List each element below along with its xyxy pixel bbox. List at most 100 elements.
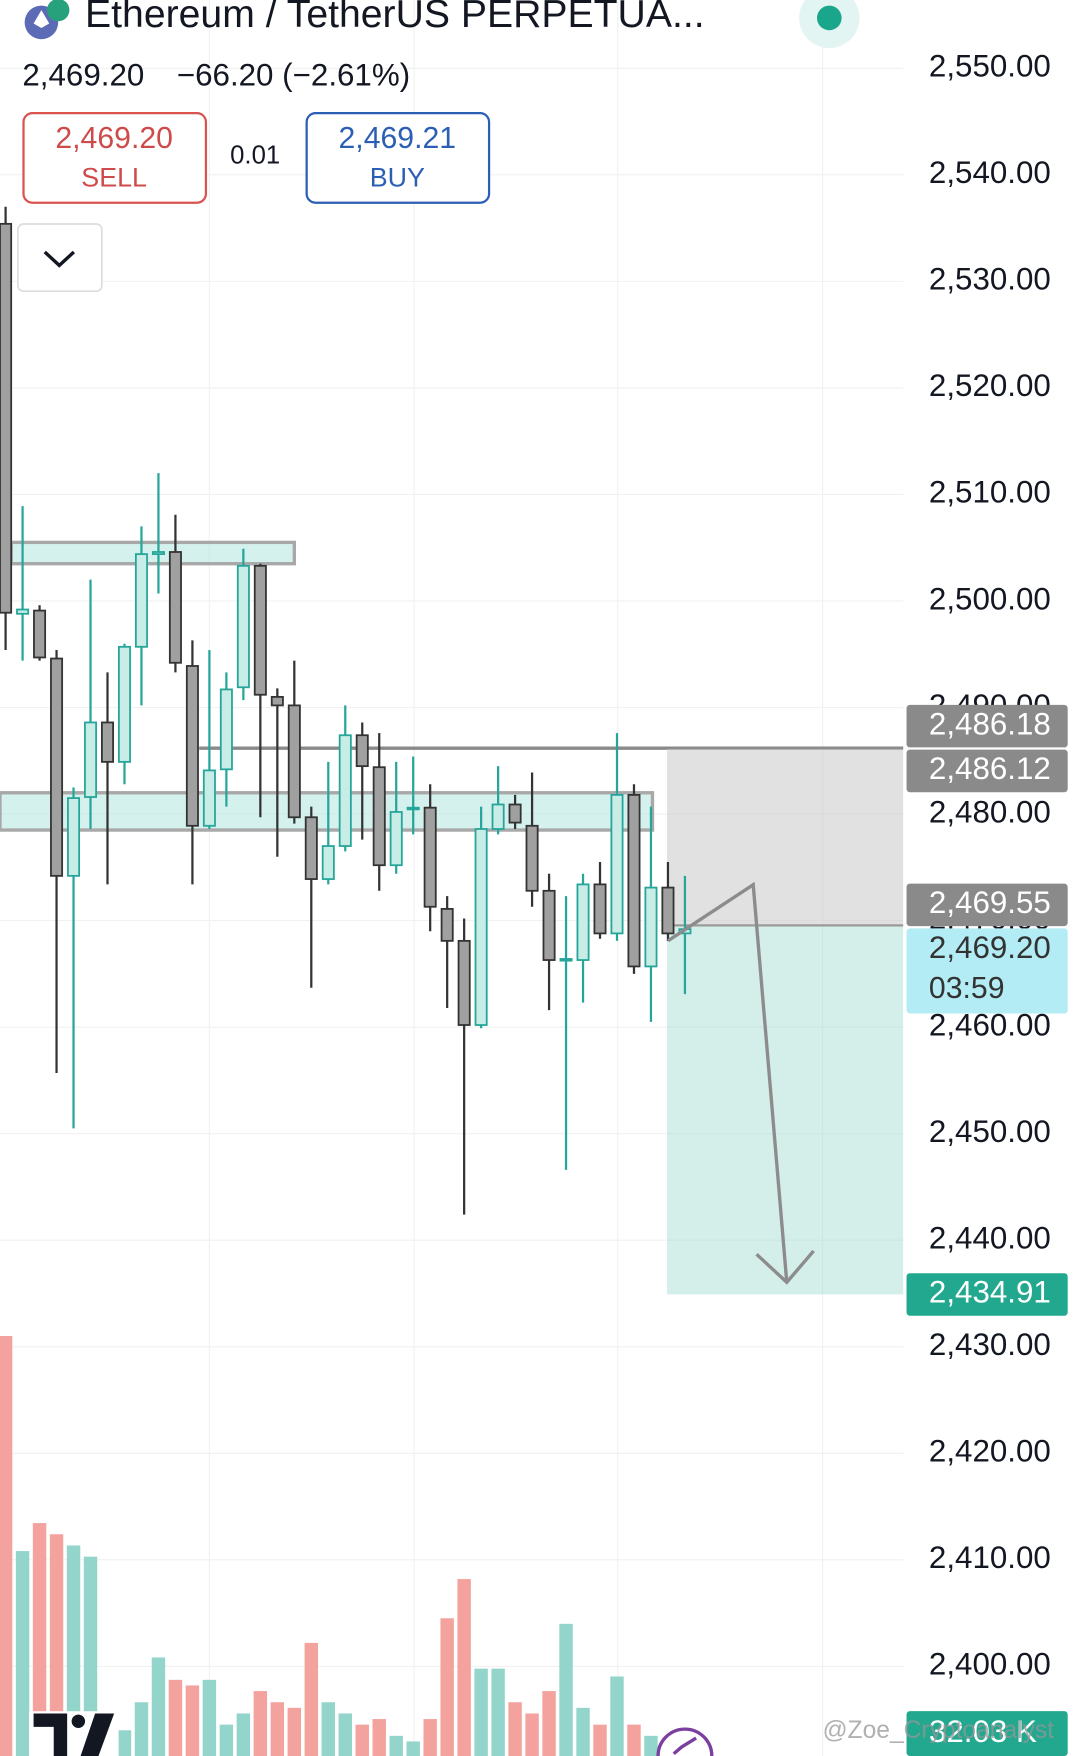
candle-body: [0, 222, 13, 614]
candle-body: [134, 553, 148, 648]
candle-body: [338, 734, 352, 847]
zone: [0, 791, 655, 832]
candle-body: [67, 797, 81, 877]
volume-bar: [440, 1618, 454, 1756]
price-change: −66.20 (−2.61%): [177, 58, 410, 93]
y-tick-label: 2,500.00: [929, 581, 1051, 616]
volume-bar: [287, 1707, 302, 1756]
volume-bar: [457, 1579, 471, 1756]
candle-body: [304, 816, 318, 880]
y-tick-label: 2,510.00: [929, 475, 1051, 510]
tv-logo: [29, 1711, 119, 1756]
candle-body: [474, 828, 488, 1026]
candle-body: [627, 794, 641, 968]
logo-dot: [71, 1714, 86, 1729]
countdown: 03:59: [929, 972, 1005, 1005]
usdt-icon: [47, 0, 70, 22]
y-tick-label: 2,520.00: [929, 368, 1051, 403]
volume-bar: [66, 1545, 81, 1756]
arrow-head: [755, 1249, 815, 1285]
candle-body: [661, 886, 675, 935]
candle-body: [559, 958, 573, 962]
quantity: 0.01: [230, 142, 280, 170]
candle-body: [389, 811, 403, 867]
candle-body: [84, 721, 98, 798]
price-tag: [906, 704, 1068, 748]
y-tick-label: 2,440.00: [929, 1221, 1051, 1256]
volume-tag-label: 32.03 K: [929, 1714, 1037, 1749]
volume-bar: [151, 1657, 166, 1756]
volume-bar: [304, 1642, 319, 1756]
status-dot: [816, 5, 842, 31]
volume-pane: [0, 1336, 692, 1756]
volume-bar: [338, 1713, 352, 1756]
action-button[interactable]: [656, 1727, 714, 1756]
volume-bar: [134, 1702, 149, 1756]
logo-v: [80, 1713, 115, 1756]
candle-body: [117, 645, 131, 763]
y-tick-label: 2,550.00: [929, 49, 1051, 84]
candle-body: [219, 688, 233, 771]
symbol-title: Ethereum / TetherUS PERPETUA...: [85, 0, 705, 36]
volume-bar: [253, 1691, 268, 1756]
candle-body: [491, 803, 505, 830]
sell-price: 2,469.20: [55, 122, 173, 155]
candle-body: [185, 665, 199, 827]
volume-bar: [83, 1556, 98, 1756]
eth-glyph: [33, 10, 50, 28]
volume-bar: [491, 1668, 505, 1756]
volume-bar: [423, 1719, 437, 1756]
volume-bar: [355, 1724, 369, 1756]
candle-body: [355, 734, 369, 768]
candle-body: [610, 794, 624, 935]
candle-body: [644, 886, 658, 968]
volume-bar: [372, 1719, 386, 1756]
candle-body: [508, 803, 522, 824]
candle-body: [33, 609, 47, 659]
y-tick-label: 2,530.00: [929, 262, 1051, 297]
volume-bar: [185, 1685, 200, 1756]
candle-body: [423, 806, 437, 908]
y-tick-label: 2,410.00: [929, 1540, 1051, 1575]
candle-body: [593, 883, 607, 935]
y-tick-label: 2,400.00: [929, 1647, 1051, 1682]
candle-body: [101, 721, 114, 763]
volume-bar: [236, 1713, 251, 1756]
price-tag-label: 2,486.18: [929, 706, 1051, 741]
candle-body: [440, 908, 454, 942]
volume-bar: [525, 1713, 539, 1756]
price-tag: [906, 1273, 1068, 1316]
price-axis: 2,550.00 2,540.00 2,530.00 2,520.00 2,510.00…: [906, 49, 1068, 1756]
candle-body: [151, 551, 165, 556]
volume-bar: [406, 1741, 420, 1756]
candle-body: [576, 883, 590, 961]
volume-bar: [321, 1702, 335, 1756]
volume-bar: [49, 1534, 64, 1756]
drawings: [0, 540, 904, 1295]
expand-button[interactable]: [17, 223, 103, 293]
logo-t: [33, 1713, 68, 1756]
volume-bar: [542, 1691, 556, 1756]
candle-body: [406, 806, 420, 811]
price-tag-label: 2,434.91: [929, 1275, 1051, 1310]
candle-body: [202, 769, 216, 827]
volume-bar: [559, 1623, 573, 1756]
volume-bar: [593, 1724, 607, 1756]
volume-bar: [219, 1724, 234, 1756]
volume-bar: [644, 1735, 658, 1756]
candle-body: [16, 608, 30, 615]
volume-bar: [32, 1523, 47, 1756]
sell-button[interactable]: [22, 111, 208, 204]
volume-bar: [0, 1336, 13, 1756]
price-tag: [906, 928, 1068, 1014]
y-tick-label: 2,420.00: [929, 1434, 1051, 1469]
volume-bar: [270, 1702, 285, 1756]
volume-bar: [508, 1702, 522, 1756]
volume-tag: [906, 1711, 1068, 1756]
candle-body: [236, 564, 250, 689]
candle-body: [253, 564, 267, 696]
volume-bar: [202, 1679, 217, 1756]
candle-body: [457, 939, 471, 1026]
buy-button[interactable]: [305, 111, 491, 204]
